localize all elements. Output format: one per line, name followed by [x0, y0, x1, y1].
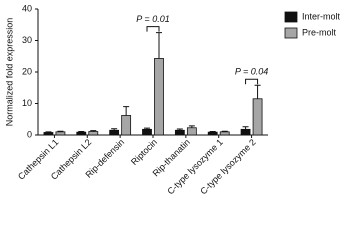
- bar: [154, 58, 164, 136]
- error-bar: [45, 131, 52, 133]
- error-bar: [144, 127, 150, 130]
- bar: [109, 129, 120, 136]
- legend-label: Pre-molt: [302, 27, 337, 37]
- error-bar: [111, 128, 118, 131]
- error-bar: [78, 131, 85, 133]
- error-bar: [123, 106, 130, 116]
- error-bar: [57, 130, 64, 132]
- error-bar: [90, 130, 97, 132]
- significance-bracket: [146, 26, 160, 32]
- error-bar: [209, 131, 216, 133]
- legend-label: Inter-molt: [302, 11, 341, 21]
- bar: [142, 128, 152, 136]
- bar: [43, 132, 54, 136]
- y-tick-label: 20: [22, 66, 32, 76]
- bar: [121, 115, 132, 136]
- legend-swatch: [284, 27, 298, 39]
- legend-swatch: [284, 11, 298, 23]
- bar: [240, 128, 251, 136]
- error-bar: [188, 125, 195, 128]
- chart: Normalized fold expression 010203040Cath…: [4, 3, 341, 196]
- annotation: P = 0.01: [136, 14, 169, 24]
- bar: [55, 131, 66, 136]
- significance-bracket: [245, 78, 259, 85]
- y-tick-label: 30: [22, 35, 32, 45]
- bar: [76, 131, 87, 136]
- bar: [174, 129, 185, 136]
- x-tick-label: Riptocin: [129, 137, 159, 167]
- x-tick-label: C-type lysozyme 1: [165, 137, 224, 196]
- y-tick-label: 40: [22, 3, 32, 13]
- x-tick-label: C-type lysozyme 2: [198, 137, 257, 196]
- bar: [207, 131, 218, 136]
- error-bar: [176, 128, 183, 131]
- bar: [219, 131, 230, 136]
- bar: [252, 98, 263, 136]
- error-bar: [156, 32, 162, 59]
- y-tick-label: 10: [22, 98, 32, 108]
- bar: [186, 127, 197, 136]
- y-axis-label: Normalized fold expression: [4, 18, 14, 127]
- error-bar: [242, 126, 249, 130]
- error-bar: [254, 84, 261, 99]
- y-tick-label: 0: [27, 129, 32, 139]
- annotation: P = 0.04: [235, 67, 268, 77]
- error-bar: [221, 130, 228, 132]
- bar: [88, 131, 99, 136]
